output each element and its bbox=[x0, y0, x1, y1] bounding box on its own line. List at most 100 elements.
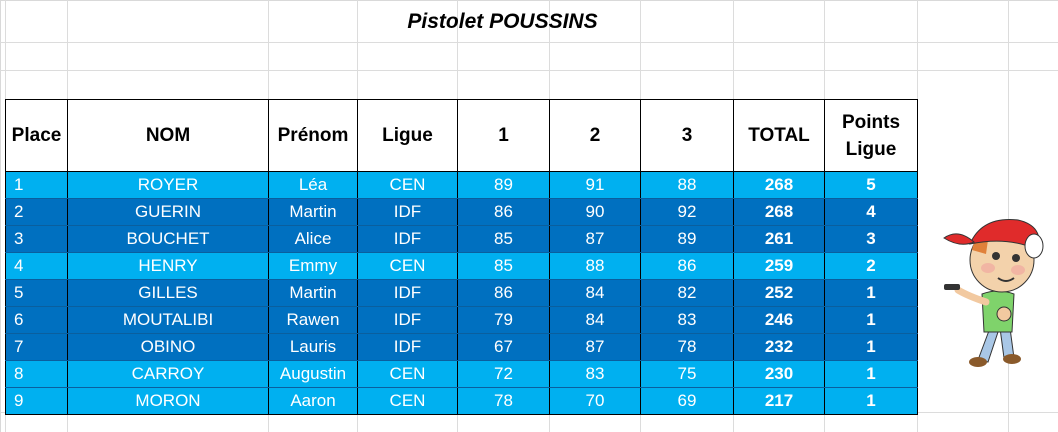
cell-nom[interactable]: GILLES bbox=[67, 279, 269, 307]
cell-prenom[interactable]: Martin bbox=[268, 279, 358, 307]
table-row: 1 ROYER Léa CEN 89 91 88 268 5 bbox=[5, 171, 918, 199]
cell-place[interactable]: 3 bbox=[5, 225, 68, 253]
cell-ligue[interactable]: CEN bbox=[357, 360, 458, 388]
cell-nom[interactable]: BOUCHET bbox=[67, 225, 269, 253]
results-body: 1 ROYER Léa CEN 89 91 88 268 5 2 GUERIN Martin IDF 86… bbox=[5, 171, 918, 415]
header-place[interactable]: Place bbox=[5, 99, 68, 172]
cell-total[interactable]: 217 bbox=[733, 387, 825, 415]
cell-total[interactable]: 268 bbox=[733, 171, 825, 199]
cell-s1[interactable]: 86 bbox=[457, 279, 550, 307]
header-points-line2: Ligue bbox=[845, 138, 897, 160]
cell-s1[interactable]: 72 bbox=[457, 360, 550, 388]
header-prenom[interactable]: Prénom bbox=[268, 99, 358, 172]
cell-ligue[interactable]: IDF bbox=[357, 198, 458, 226]
cell-s3[interactable]: 69 bbox=[640, 387, 734, 415]
cell-ligue[interactable]: CEN bbox=[357, 252, 458, 280]
cell-total[interactable]: 259 bbox=[733, 252, 825, 280]
cell-place[interactable]: 7 bbox=[5, 333, 68, 361]
header-points-line1: Points bbox=[841, 111, 901, 133]
cell-total[interactable]: 268 bbox=[733, 198, 825, 226]
cell-s2[interactable]: 87 bbox=[549, 333, 641, 361]
header-ligue[interactable]: Ligue bbox=[357, 99, 458, 172]
cell-ligue[interactable]: IDF bbox=[357, 306, 458, 334]
header-row: Place NOM Prénom Ligue 1 2 3 TOTAL Point… bbox=[5, 99, 918, 172]
cell-nom[interactable]: ROYER bbox=[67, 171, 269, 199]
cell-prenom[interactable]: Léa bbox=[268, 171, 358, 199]
cell-s1[interactable]: 67 bbox=[457, 333, 550, 361]
cell-s1[interactable]: 79 bbox=[457, 306, 550, 334]
cell-s2[interactable]: 70 bbox=[549, 387, 641, 415]
cell-prenom[interactable]: Emmy bbox=[268, 252, 358, 280]
cell-s2[interactable]: 84 bbox=[549, 306, 641, 334]
cell-s3[interactable]: 86 bbox=[640, 252, 734, 280]
cell-s3[interactable]: 88 bbox=[640, 171, 734, 199]
header-nom[interactable]: NOM bbox=[67, 99, 269, 172]
sheet-title: Pistolet POUSSINS bbox=[407, 10, 598, 33]
cell-nom[interactable]: OBINO bbox=[67, 333, 269, 361]
cell-s3[interactable]: 78 bbox=[640, 333, 734, 361]
cell-points[interactable]: 3 bbox=[824, 225, 918, 253]
cell-s3[interactable]: 89 bbox=[640, 225, 734, 253]
cell-ligue[interactable]: IDF bbox=[357, 333, 458, 361]
table-row: 2 GUERIN Martin IDF 86 90 92 268 4 bbox=[5, 198, 918, 226]
cell-points[interactable]: 1 bbox=[824, 387, 918, 415]
cell-prenom[interactable]: Martin bbox=[268, 198, 358, 226]
cell-total[interactable]: 261 bbox=[733, 225, 825, 253]
header-points-ligue[interactable]: Points Ligue bbox=[824, 99, 918, 172]
cell-place[interactable]: 6 bbox=[5, 306, 68, 334]
cell-place[interactable]: 2 bbox=[5, 198, 68, 226]
cell-nom[interactable]: MORON bbox=[67, 387, 269, 415]
cell-place[interactable]: 4 bbox=[5, 252, 68, 280]
cell-s1[interactable]: 86 bbox=[457, 198, 550, 226]
cell-nom[interactable]: MOUTALIBI bbox=[67, 306, 269, 334]
results-table: Place NOM Prénom Ligue 1 2 3 TOTAL Point… bbox=[5, 99, 918, 415]
cell-prenom[interactable]: Rawen bbox=[268, 306, 358, 334]
cell-prenom[interactable]: Alice bbox=[268, 225, 358, 253]
cell-s1[interactable]: 78 bbox=[457, 387, 550, 415]
cell-total[interactable]: 230 bbox=[733, 360, 825, 388]
cell-points[interactable]: 1 bbox=[824, 306, 918, 334]
cell-ligue[interactable]: CEN bbox=[357, 171, 458, 199]
cell-points[interactable]: 5 bbox=[824, 171, 918, 199]
cell-nom[interactable]: GUERIN bbox=[67, 198, 269, 226]
cell-place[interactable]: 5 bbox=[5, 279, 68, 307]
cell-nom[interactable]: HENRY bbox=[67, 252, 269, 280]
cell-points[interactable]: 1 bbox=[824, 333, 918, 361]
cell-s2[interactable]: 87 bbox=[549, 225, 641, 253]
cell-s3[interactable]: 75 bbox=[640, 360, 734, 388]
cell-s2[interactable]: 84 bbox=[549, 279, 641, 307]
table-row: 9 MORON Aaron CEN 78 70 69 217 1 bbox=[5, 387, 918, 415]
cell-s2[interactable]: 91 bbox=[549, 171, 641, 199]
cell-points[interactable]: 1 bbox=[824, 279, 918, 307]
table-row: 8 CARROY Augustin CEN 72 83 75 230 1 bbox=[5, 360, 918, 388]
cell-place[interactable]: 1 bbox=[5, 171, 68, 199]
cell-total[interactable]: 252 bbox=[733, 279, 825, 307]
cell-total[interactable]: 232 bbox=[733, 333, 825, 361]
cell-total[interactable]: 246 bbox=[733, 306, 825, 334]
cell-s3[interactable]: 83 bbox=[640, 306, 734, 334]
header-series-3[interactable]: 3 bbox=[640, 99, 734, 172]
cell-s1[interactable]: 89 bbox=[457, 171, 550, 199]
cell-points[interactable]: 1 bbox=[824, 360, 918, 388]
cell-prenom[interactable]: Aaron bbox=[268, 387, 358, 415]
cell-prenom[interactable]: Augustin bbox=[268, 360, 358, 388]
cell-place[interactable]: 9 bbox=[5, 387, 68, 415]
cell-points[interactable]: 2 bbox=[824, 252, 918, 280]
cell-ligue[interactable]: IDF bbox=[357, 279, 458, 307]
cell-s2[interactable]: 83 bbox=[549, 360, 641, 388]
header-series-1[interactable]: 1 bbox=[457, 99, 550, 172]
cell-s1[interactable]: 85 bbox=[457, 225, 550, 253]
cell-s3[interactable]: 92 bbox=[640, 198, 734, 226]
header-total[interactable]: TOTAL bbox=[733, 99, 825, 172]
cell-prenom[interactable]: Lauris bbox=[268, 333, 358, 361]
cell-ligue[interactable]: IDF bbox=[357, 225, 458, 253]
header-series-2[interactable]: 2 bbox=[549, 99, 641, 172]
cell-s1[interactable]: 85 bbox=[457, 252, 550, 280]
cell-s2[interactable]: 90 bbox=[549, 198, 641, 226]
cell-s3[interactable]: 82 bbox=[640, 279, 734, 307]
cell-points[interactable]: 4 bbox=[824, 198, 918, 226]
cell-s2[interactable]: 88 bbox=[549, 252, 641, 280]
cell-nom[interactable]: CARROY bbox=[67, 360, 269, 388]
cell-place[interactable]: 8 bbox=[5, 360, 68, 388]
cell-ligue[interactable]: CEN bbox=[357, 387, 458, 415]
